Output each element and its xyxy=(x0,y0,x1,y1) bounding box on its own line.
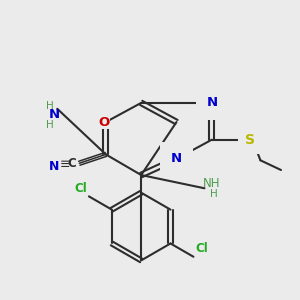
Text: H: H xyxy=(210,189,218,199)
Text: H: H xyxy=(46,101,54,111)
Text: H: H xyxy=(46,120,54,130)
Text: C: C xyxy=(68,157,76,170)
Text: N: N xyxy=(49,160,59,173)
Text: N: N xyxy=(49,108,60,121)
Text: S: S xyxy=(245,133,255,147)
Text: Cl: Cl xyxy=(195,242,208,255)
Text: N: N xyxy=(206,96,218,110)
Text: O: O xyxy=(99,116,110,128)
Text: N: N xyxy=(171,152,182,165)
Text: ≡: ≡ xyxy=(59,158,70,171)
Text: Cl: Cl xyxy=(75,182,87,195)
Text: NH: NH xyxy=(203,177,220,190)
